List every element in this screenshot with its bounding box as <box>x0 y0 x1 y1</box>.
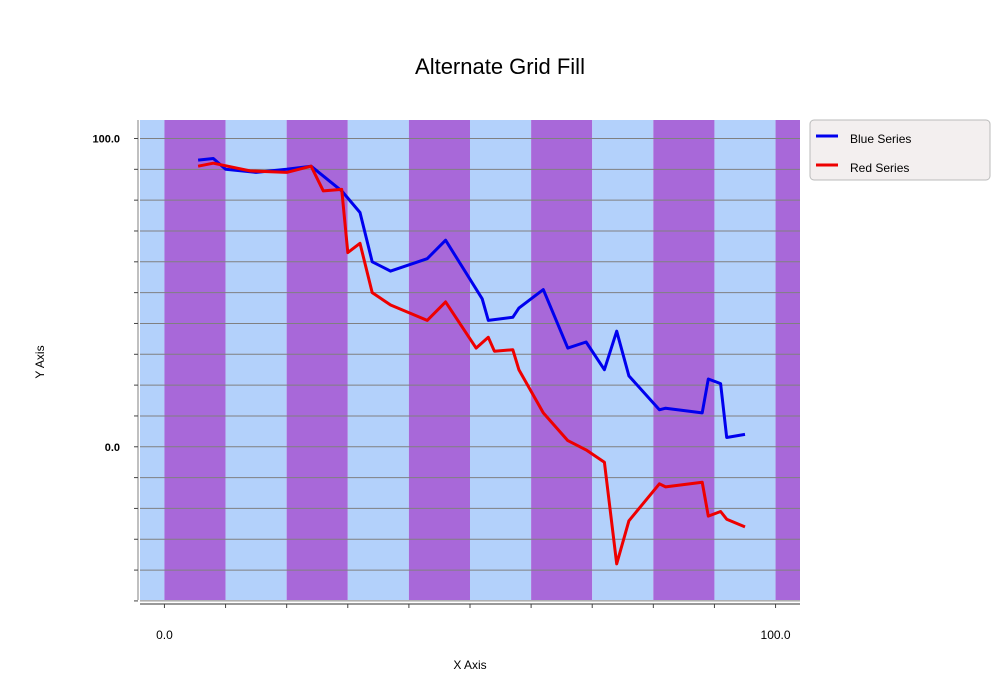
grid-band <box>347 120 409 600</box>
series-lines <box>197 157 746 566</box>
grid-band <box>470 120 532 600</box>
grid-band <box>714 120 776 600</box>
grid-band <box>653 120 715 600</box>
grid-band <box>592 120 654 600</box>
legend-label-blue-series: Blue Series <box>850 132 911 146</box>
red-series-line <box>197 161 746 566</box>
grid-band <box>164 120 226 600</box>
x-tick-label: 0.0 <box>156 628 173 642</box>
x-axis: 0.0 100.0 <box>140 603 800 642</box>
y-axis-label: Y Axis <box>33 345 47 378</box>
y-axis: 0.0 100.0 <box>92 120 139 602</box>
y-tick-label: 0.0 <box>105 442 120 454</box>
x-axis-label: X Axis <box>453 658 486 672</box>
grid-band <box>225 120 287 600</box>
grid-band <box>140 120 165 600</box>
grid-band <box>408 120 470 600</box>
grid-band <box>775 120 800 600</box>
x-tick-label: 100.0 <box>761 628 791 642</box>
horizontal-gridlines <box>140 137 800 602</box>
y-tick-label: 100.0 <box>92 133 120 145</box>
legend-box <box>809 119 991 181</box>
grid-band <box>531 120 593 600</box>
chart-title: Alternate Grid Fill <box>415 54 585 79</box>
legend: Blue Series Red Series <box>809 119 991 181</box>
grid-band <box>286 120 348 600</box>
legend-label-red-series: Red Series <box>850 161 909 175</box>
grid-fill-bands <box>140 120 800 600</box>
